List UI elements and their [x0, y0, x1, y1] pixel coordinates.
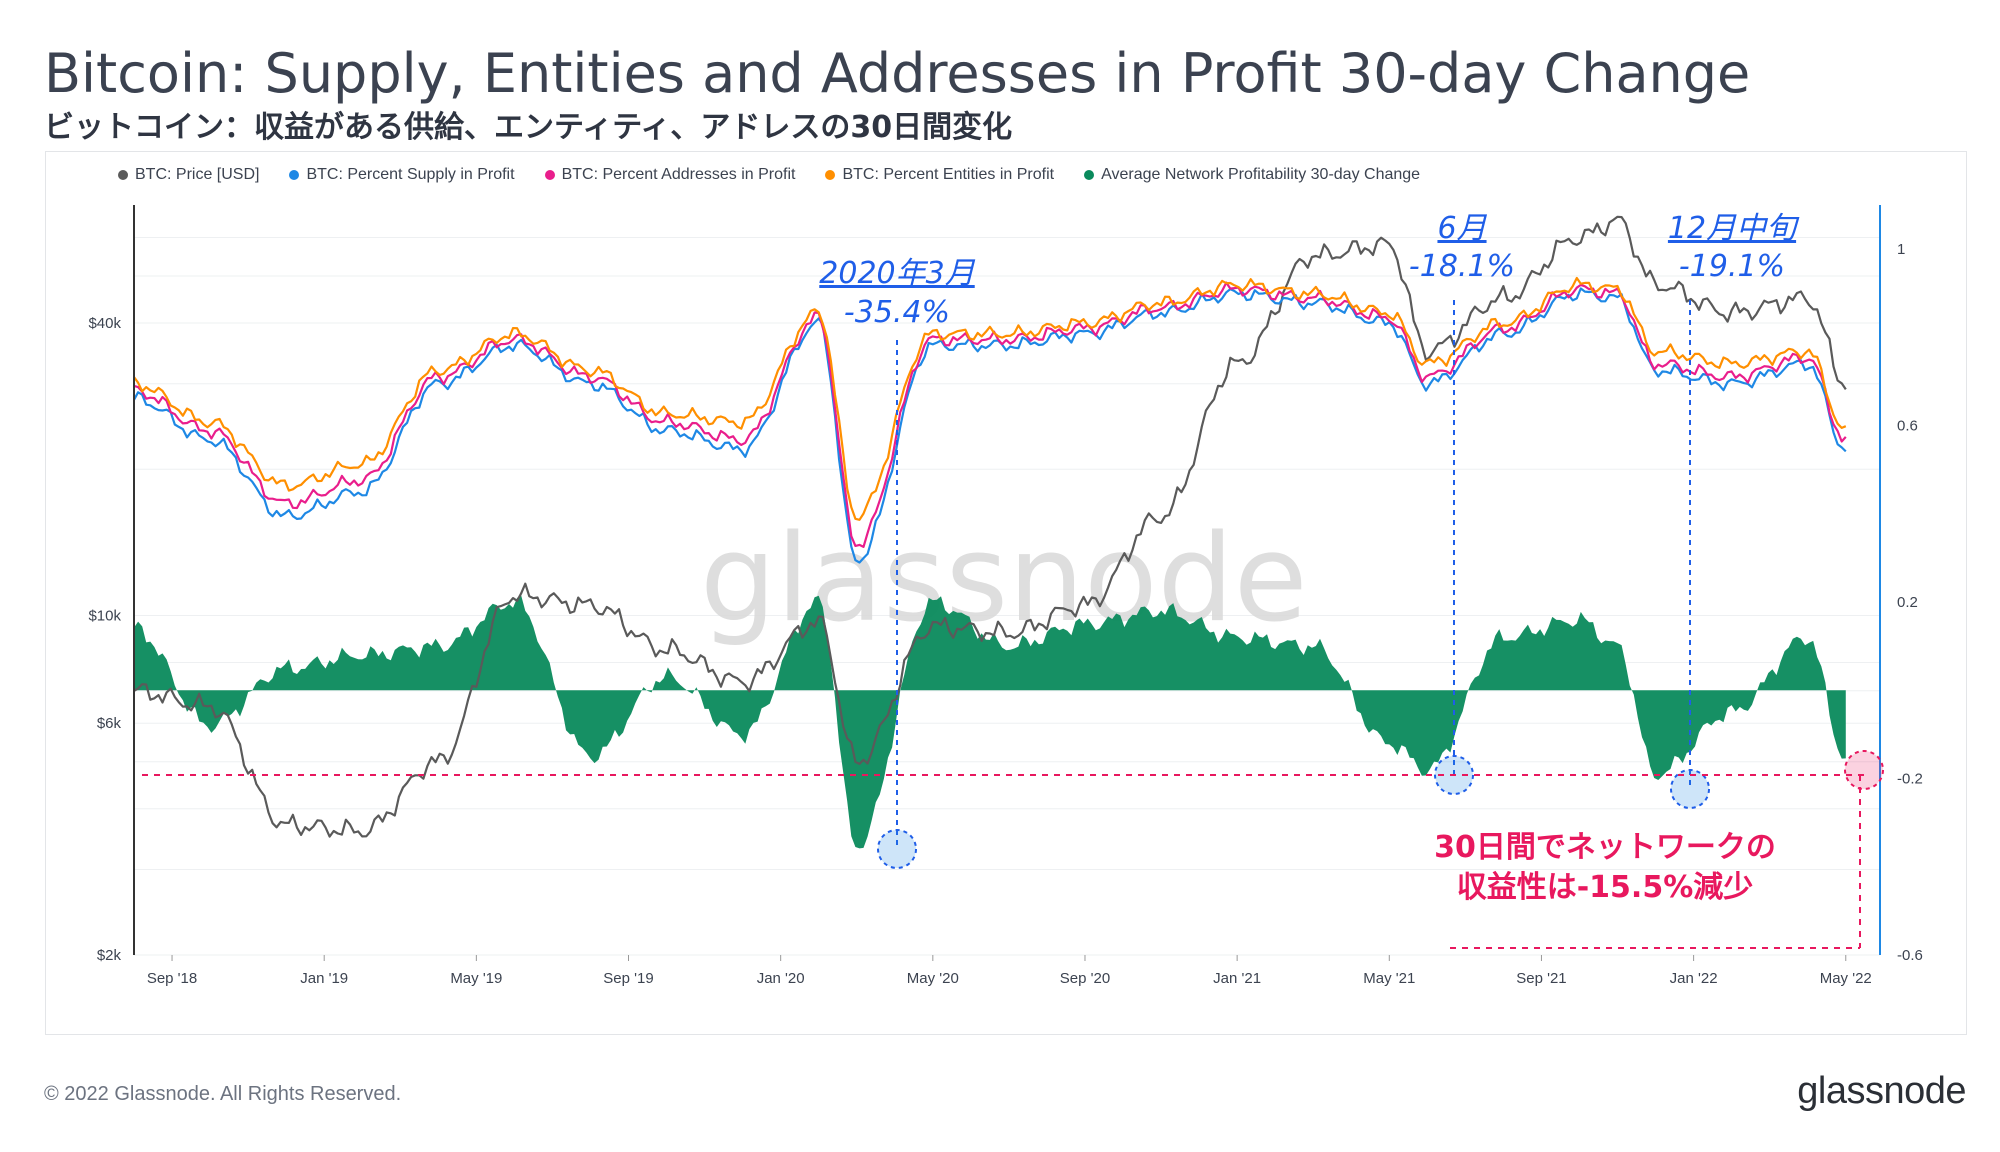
legend-dot-icon	[289, 170, 300, 180]
x-tick-label: Jan '22	[1670, 970, 1718, 987]
x-tick-label: Sep '19	[603, 970, 653, 987]
entities-in-profit-line	[133, 276, 1847, 521]
legend-item-supply[interactable]: BTC: Percent Supply in Profit	[289, 166, 515, 184]
legend: BTC: Price [USD] BTC: Percent Supply in …	[118, 166, 1420, 184]
copyright-text: © 2022 Glassnode. All Rights Reserved.	[44, 1083, 402, 1105]
y-left-tick-label: $6k	[97, 715, 122, 732]
y-right-tick-label: -0.2	[1897, 771, 1923, 788]
glassnode-logo: glassnode	[1797, 1070, 1966, 1112]
legend-label: BTC: Percent Supply in Profit	[306, 166, 515, 183]
annotations-layer: 2020年3月 -35.4% 6月 -18.1% 12月中旬 -19.1% 30…	[142, 211, 1884, 949]
legend-label: BTC: Price [USD]	[135, 166, 260, 183]
highlight-circle-current	[1844, 750, 1884, 790]
highlight-circle-march2020	[877, 829, 917, 869]
legend-label: BTC: Percent Addresses in Profit	[561, 166, 796, 183]
legend-dot-icon	[118, 170, 128, 180]
legend-item-profitability[interactable]: Average Network Profitability 30-day Cha…	[1084, 166, 1420, 184]
y-right-tick-label: 0.2	[1897, 594, 1918, 611]
legend-label: Average Network Profitability 30-day Cha…	[1101, 166, 1421, 183]
annotation-label-june2021: 6月	[1437, 211, 1487, 246]
x-tick-label: Jan '19	[300, 970, 348, 987]
y-right-tick-label: 0.6	[1897, 418, 1918, 435]
legend-item-price[interactable]: BTC: Price [USD]	[118, 166, 259, 184]
x-tick-label: May '20	[907, 970, 959, 987]
chart-frame	[45, 151, 1967, 1035]
x-tick-label: Sep '20	[1060, 970, 1110, 987]
x-tick-label: Jan '20	[757, 970, 805, 987]
highlight-circle-dec2021	[1670, 769, 1710, 809]
x-tick-label: May '19	[450, 970, 502, 987]
axes-layer: $40k $10k $6k $2k 1 0.6 0.2 -0.2 -0.6 Sep '18 Jan …	[88, 205, 1923, 987]
profitability-area-layer	[134, 595, 1846, 849]
watermark: glassnode	[700, 510, 1308, 649]
y-left-tick-label: $10k	[88, 607, 121, 624]
chart-subtitle: ビットコイン：収益がある供給、エンティティ、アドレスの30日間変化	[44, 110, 1013, 145]
x-tick-label: May '22	[1820, 970, 1872, 987]
addresses-in-profit-line	[133, 281, 1847, 548]
legend-dot-icon	[825, 170, 836, 180]
y-right-tick-label: 1	[1897, 241, 1905, 258]
y-right-tick-label: -0.6	[1897, 947, 1923, 964]
annotation-value-march2020: -35.4%	[844, 295, 950, 330]
legend-dot-icon	[544, 170, 555, 180]
legend-item-entities[interactable]: BTC: Percent Entities in Profit	[825, 166, 1054, 184]
annotation-label-dec2021: 12月中旬	[1668, 211, 1800, 246]
supply-in-profit-line	[133, 287, 1847, 564]
x-tick-label: Sep '21	[1516, 970, 1566, 987]
y-left-tick-label: $40k	[88, 315, 121, 332]
profitability-area	[134, 595, 1846, 849]
annotation-value-dec2021: -19.1%	[1679, 249, 1785, 284]
chart-title: Bitcoin: Supply, Entities and Addresses …	[44, 42, 1751, 105]
legend-item-addresses[interactable]: BTC: Percent Addresses in Profit	[544, 166, 796, 184]
legend-dot-icon	[1084, 170, 1095, 180]
x-tick-label: Jan '21	[1213, 970, 1261, 987]
y-left-tick-label: $2k	[97, 947, 122, 964]
x-tick-label: May '21	[1363, 970, 1415, 987]
annotation-value-june2021: -18.1%	[1409, 249, 1515, 284]
annotation-label-march2020: 2020年3月	[819, 256, 975, 291]
callout-text-line2: 収益性は-15.5%減少	[1457, 870, 1754, 905]
callout-text-line1: 30日間でネットワークの	[1434, 830, 1776, 865]
grid-lines	[134, 237, 1880, 956]
legend-label: BTC: Percent Entities in Profit	[842, 166, 1055, 183]
x-tick-label: Sep '18	[147, 970, 197, 987]
